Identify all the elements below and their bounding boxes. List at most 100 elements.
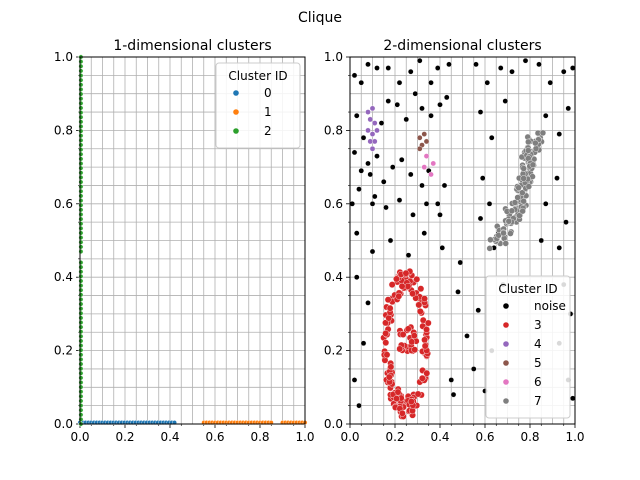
point-7: [514, 194, 521, 201]
point-noise: [360, 134, 367, 141]
point-2: [78, 221, 84, 227]
point-noise: [475, 307, 482, 314]
point-5: [416, 145, 423, 152]
point-noise: [351, 72, 358, 79]
point-3: [388, 281, 396, 289]
point-2: [78, 202, 84, 208]
point-3: [396, 345, 404, 353]
point-3: [383, 351, 391, 359]
point-2: [78, 278, 84, 284]
x-tick-label: 0.2: [115, 430, 134, 444]
point-2: [78, 249, 84, 254]
point-2: [78, 292, 84, 298]
point-noise: [446, 61, 452, 68]
point-noise: [394, 101, 401, 108]
point-2: [78, 175, 84, 180]
point-3: [409, 290, 417, 298]
point-2: [78, 287, 84, 293]
point-2: [78, 207, 84, 213]
point-noise: [412, 90, 419, 97]
point-noise: [365, 61, 371, 68]
point-7: [532, 145, 540, 152]
point-2: [78, 193, 84, 199]
point-2: [78, 407, 84, 413]
point-2: [78, 137, 84, 143]
point-noise: [542, 200, 549, 207]
legend-marker: [233, 109, 239, 115]
point-noise: [434, 200, 441, 207]
point-2: [78, 306, 84, 312]
point-2: [78, 184, 84, 190]
ticks: 0.0 0.2 0.4 0.6 0.8 1.0 0.0 0.2 0.4 0.6 0.8 1.0: [54, 50, 315, 444]
data-marks: [349, 57, 576, 420]
point-2: [78, 329, 84, 335]
x-tick-label: 0.6: [475, 430, 494, 444]
point-2: [78, 283, 84, 288]
point-7: [532, 139, 539, 147]
point-2: [78, 333, 84, 339]
point-2: [78, 264, 84, 270]
point-7: [519, 189, 526, 196]
point-noise: [374, 65, 380, 71]
y-tick-label: 0.8: [54, 123, 73, 137]
point-3: [398, 409, 406, 417]
point-2: [78, 416, 84, 422]
point-noise: [407, 171, 414, 178]
point-noise: [502, 98, 509, 104]
point-noise: [473, 61, 479, 68]
point-7: [520, 197, 527, 205]
point-3: [385, 373, 393, 381]
point-2: [78, 230, 84, 236]
point-2: [78, 235, 84, 241]
point-6: [421, 164, 428, 170]
point-2: [78, 244, 84, 250]
point-7: [516, 212, 523, 219]
point-noise: [542, 112, 549, 119]
point-6: [428, 171, 434, 178]
x-tick-label: 0.8: [250, 430, 269, 444]
point-3: [386, 304, 394, 312]
point-noise: [428, 79, 434, 86]
point-noise: [443, 94, 450, 101]
point-6: [430, 160, 437, 167]
point-noise: [439, 245, 446, 251]
point-3: [395, 292, 403, 300]
x-tick-label: 1.0: [295, 430, 314, 444]
x-tick-label: 0.6: [205, 430, 224, 444]
point-5: [423, 138, 430, 145]
point-noise: [497, 65, 504, 71]
point-2: [78, 389, 84, 395]
legend-marker: [233, 90, 239, 96]
point-3: [404, 325, 412, 333]
point-noise: [356, 186, 362, 192]
point-2: [78, 347, 84, 353]
point-noise: [351, 149, 358, 156]
point-2: [78, 310, 84, 316]
point-noise: [378, 120, 385, 126]
point-3: [421, 342, 429, 350]
point-noise: [556, 245, 563, 251]
point-noise: [470, 366, 477, 372]
point-noise: [536, 61, 542, 68]
point-4: [365, 109, 371, 115]
point-3: [418, 374, 426, 382]
point-7: [525, 183, 533, 190]
y-tick-label: 0.6: [324, 197, 343, 211]
point-2: [78, 147, 84, 153]
point-2: [78, 357, 84, 362]
point-2: [78, 114, 84, 120]
series-6: [421, 153, 437, 178]
point-7: [515, 184, 522, 191]
point-2: [78, 63, 84, 69]
legend-marker: [503, 341, 509, 347]
point-3: [414, 390, 422, 398]
point-noise: [509, 68, 515, 75]
point-2: [78, 73, 84, 78]
point-2: [78, 384, 84, 390]
point-2: [78, 260, 84, 265]
point-noise: [486, 200, 493, 207]
point-2: [78, 352, 84, 358]
point-2: [78, 87, 84, 92]
point-7: [486, 245, 493, 252]
